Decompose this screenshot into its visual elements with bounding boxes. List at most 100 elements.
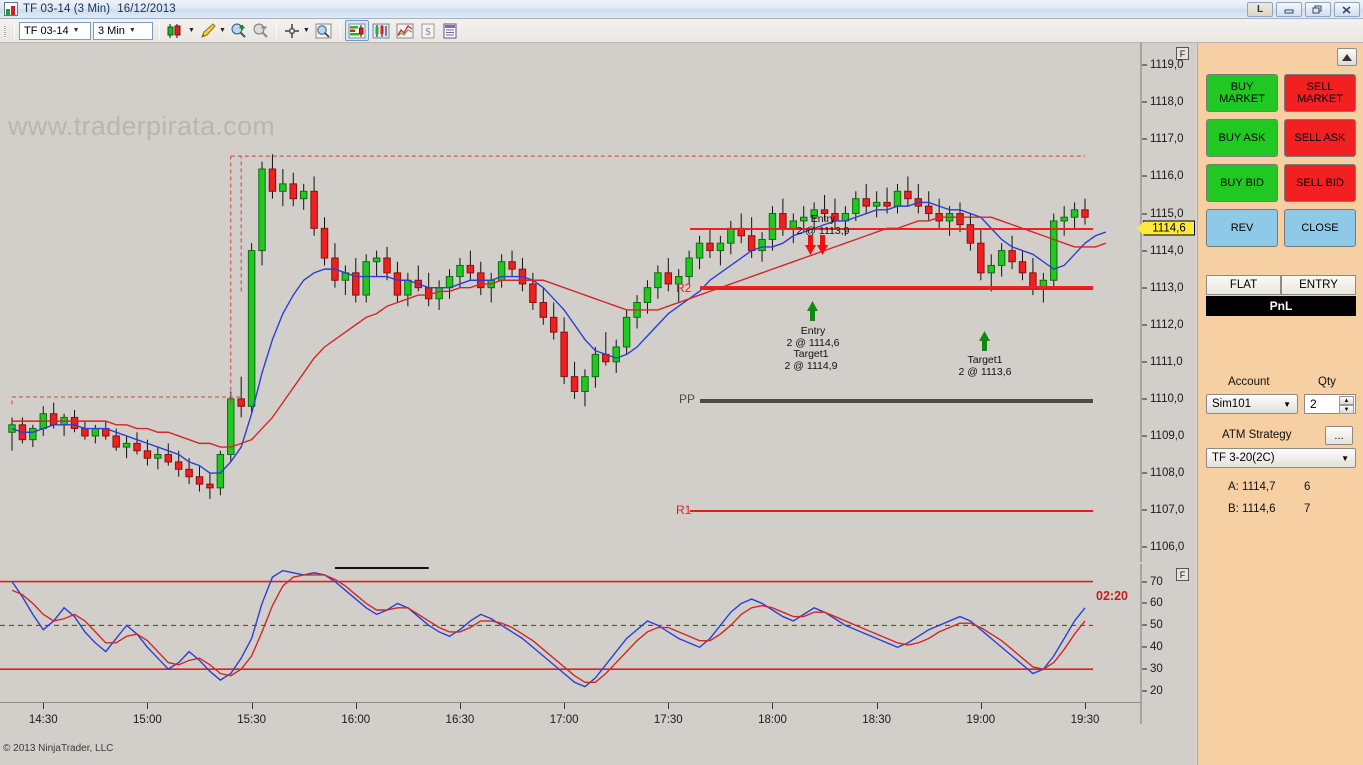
buy-bid-button[interactable]: BUY BID [1206, 164, 1278, 202]
indicator-pane[interactable] [0, 564, 1195, 702]
sell-ask-button[interactable]: SELL ASK [1284, 119, 1356, 157]
title-bar: TF 03-14 (3 Min) 16/12/2013 L [0, 0, 1363, 19]
instrument-value: TF 03-14 [24, 24, 69, 37]
price-plot[interactable] [0, 43, 1140, 562]
time-tick [355, 703, 357, 709]
zoom-in-icon[interactable] [228, 20, 250, 41]
entry-status[interactable]: ENTRY [1281, 275, 1356, 295]
time-tick [251, 703, 253, 709]
order-button-label: SELL ASK [1294, 132, 1346, 144]
annotation-detail: 2 @ 1113,6 [958, 366, 1012, 378]
order-price-line [690, 227, 1093, 230]
instrument-selector[interactable]: TF 03-14 ▼ [19, 21, 91, 40]
time-tick [459, 703, 461, 709]
bid-size: 7 [1304, 503, 1311, 515]
collapse-icon[interactable] [1337, 48, 1357, 66]
link-button[interactable]: L [1247, 2, 1273, 17]
buy-market-button[interactable]: BUY MARKET [1206, 74, 1278, 112]
price-tick [1142, 361, 1147, 363]
properties-icon[interactable] [439, 20, 461, 41]
reverse-button[interactable]: REV [1206, 209, 1278, 247]
indicator-tick-label: 40 [1150, 641, 1163, 654]
bar-countdown-timer: 02:20 [1096, 589, 1128, 603]
zoom-out-icon[interactable] [250, 20, 272, 41]
price-tick [1142, 287, 1147, 289]
order-button-grid[interactable]: BUY MARKET SELL MARKET BUY ASK SELL ASK BUY BI… [1206, 74, 1356, 247]
sell-arrow-icon [805, 235, 816, 260]
pivot-line-r2 [700, 287, 1093, 290]
price-tick-label: 1115,0 [1150, 207, 1184, 220]
price-tick-label: 1108,0 [1150, 467, 1185, 480]
magnifier-icon[interactable] [312, 20, 336, 41]
indicator-tick [1142, 581, 1147, 583]
price-tick-label: 1117,0 [1150, 133, 1184, 146]
price-tick-label: 1113,0 [1150, 281, 1184, 294]
annotation-title: Entry [800, 325, 826, 337]
atm-strategy-selector[interactable]: TF 3-20(2C) ▼ [1206, 448, 1356, 468]
flat-status[interactable]: FLAT [1206, 275, 1281, 295]
account-label: Account [1228, 376, 1270, 388]
order-button-label: BUY [1230, 81, 1254, 93]
qty-increment-icon[interactable]: ▲ [1339, 396, 1354, 405]
atm-strategy-options-button[interactable]: ... [1325, 426, 1353, 445]
qty-spinner[interactable]: ▲ ▼ [1339, 396, 1354, 414]
toolbar-grip[interactable] [2, 22, 8, 40]
indicator-axis[interactable]: F 70 60 50 40 30 20 [1140, 564, 1195, 724]
indicator-axis-flag[interactable]: F [1176, 568, 1189, 581]
crosshair-icon[interactable]: ▼ [281, 20, 312, 41]
qty-decrement-icon[interactable]: ▼ [1339, 405, 1354, 414]
annotation-detail: 2 @ 1113,9 [796, 225, 850, 237]
chevron-down-icon: ▼ [302, 27, 310, 34]
target-marker-2: Target1 2 @ 1113,6 [959, 354, 1012, 378]
order-button-label: REV [1230, 222, 1254, 234]
indicator-tick-label: 30 [1150, 663, 1163, 676]
indicators-icon[interactable] [369, 20, 393, 41]
buy-arrow-icon [979, 331, 990, 356]
time-tick-label: 19:00 [966, 714, 996, 726]
atm-strategy-label: ATM Strategy [1222, 429, 1292, 441]
buy-ask-button[interactable]: BUY ASK [1206, 119, 1278, 157]
pivot-label-r1: R1 [676, 503, 692, 518]
price-tick [1142, 546, 1147, 548]
dollar-icon[interactable]: $ [417, 20, 439, 41]
qty-label: Qty [1318, 376, 1336, 388]
price-candles [8, 154, 1107, 499]
close-position-button[interactable]: CLOSE [1284, 209, 1356, 247]
interval-selector[interactable]: 3 Min ▼ [93, 21, 153, 40]
candlestick-style-icon[interactable]: ▼ [164, 20, 197, 41]
order-button-label: BUY ASK [1218, 132, 1266, 144]
chart-workspace[interactable]: www.traderpirata.com © 2013 NinjaTrader,… [0, 43, 1195, 765]
sell-market-button[interactable]: SELL MARKET [1284, 74, 1356, 112]
order-entry-panel[interactable]: BUY MARKET SELL MARKET BUY ASK SELL ASK BUY BI… [1197, 43, 1363, 765]
data-series-icon[interactable] [344, 20, 369, 41]
price-tick-label: 1112,0 [1150, 318, 1184, 331]
price-tick-label: 1106,0 [1150, 541, 1185, 554]
minimize-icon[interactable] [1276, 2, 1302, 17]
chevron-down-icon: ▼ [72, 27, 80, 34]
order-button-label: SELL [1306, 81, 1334, 93]
close-icon[interactable] [1334, 2, 1360, 17]
account-selector[interactable]: Sim101 ▼ [1206, 394, 1298, 414]
price-axis[interactable]: F 1119,0 1118,0 1117,0 1116,0 1115,0 1114,0 11… [1140, 43, 1195, 562]
price-pane[interactable]: R2 PP R1 Entry 2 @ 1113,9 Entry 2 @ 1114,6 Tar… [0, 43, 1195, 603]
price-tick [1142, 213, 1147, 215]
window-controls: L [1247, 2, 1360, 17]
stochastic-lines [0, 567, 1093, 688]
price-tick [1142, 435, 1147, 437]
chevron-down-icon: ▼ [1283, 399, 1291, 409]
indicator-tick [1142, 690, 1147, 692]
quantity-stepper[interactable]: 2 ▲ ▼ [1304, 394, 1356, 414]
price-tick-label: 1110,0 [1150, 392, 1184, 405]
sell-bid-button[interactable]: SELL BID [1284, 164, 1356, 202]
current-price-marker: 1114,6 [1143, 220, 1195, 236]
time-tick [668, 703, 670, 709]
indicator-plot[interactable] [0, 564, 1140, 702]
pencil-draw-icon[interactable]: ▼ [197, 20, 228, 41]
position-status-row[interactable]: FLAT ENTRY [1206, 275, 1356, 295]
price-tick [1142, 509, 1147, 511]
restore-icon[interactable] [1305, 2, 1331, 17]
chart-style-icon[interactable] [393, 20, 417, 41]
chevron-down-icon: ▼ [128, 27, 136, 34]
price-axis-flag[interactable]: F [1176, 47, 1189, 60]
time-axis[interactable]: 14:30 15:00 15:30 16:00 16:30 17:00 17:30 18:00… [0, 702, 1195, 742]
